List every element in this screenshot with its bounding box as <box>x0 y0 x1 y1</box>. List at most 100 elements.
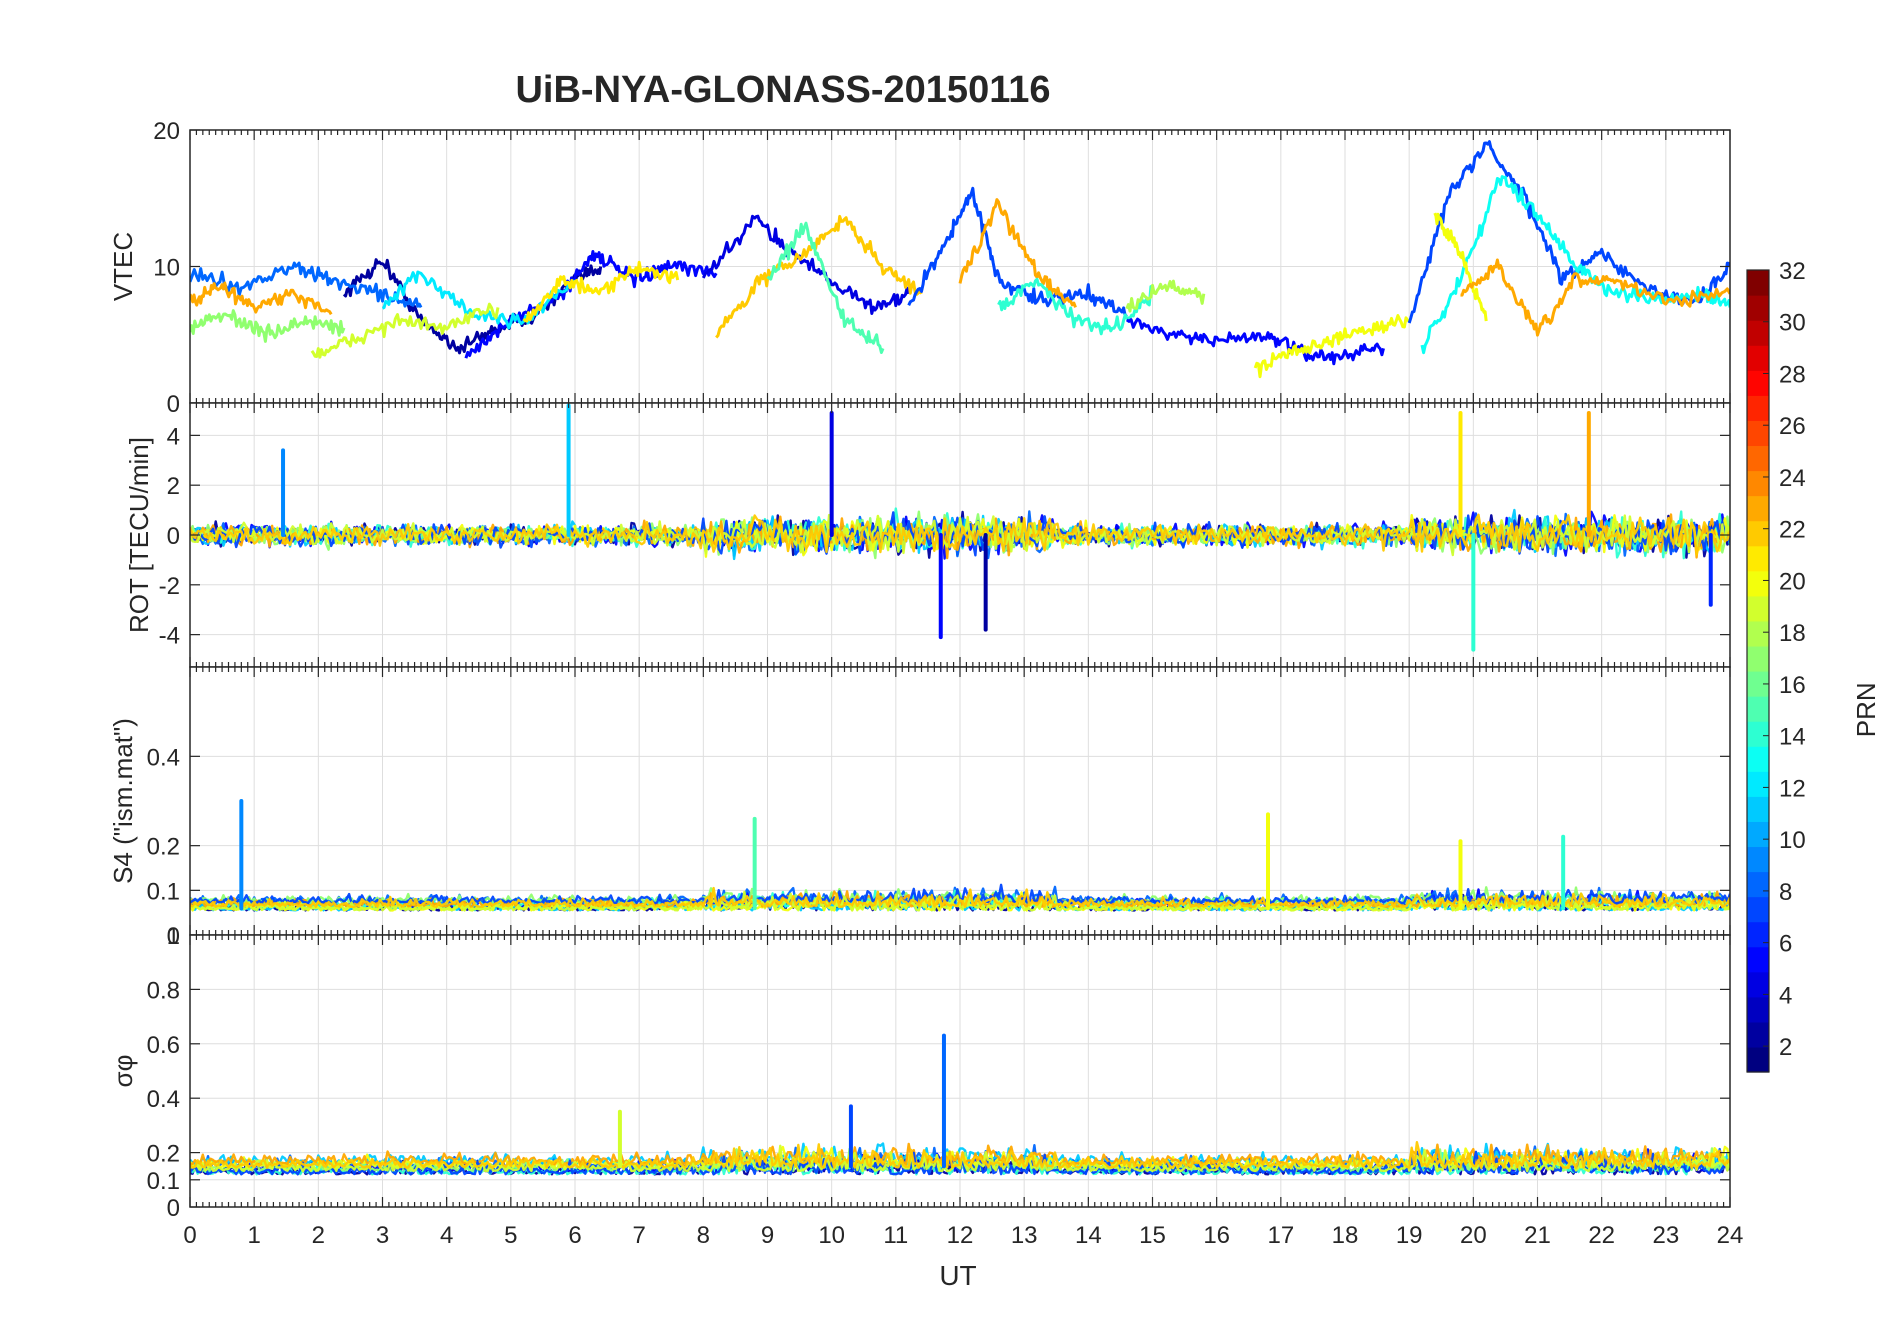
xtick-label: 7 <box>632 1222 645 1249</box>
xtick-label: 16 <box>1203 1222 1230 1249</box>
xtick-label: 14 <box>1075 1222 1102 1249</box>
colorbar-tick-label: 24 <box>1779 465 1806 492</box>
xtick-label: 19 <box>1396 1222 1423 1249</box>
ytick-label: -2 <box>159 573 180 600</box>
vtec-trace <box>522 260 680 323</box>
ytick-label: 0 <box>167 1195 180 1222</box>
xtick-label: 4 <box>440 1222 453 1249</box>
sigma_phi-trace <box>190 1144 1730 1173</box>
ytick-label: 10 <box>153 255 180 282</box>
ytick-label: 0 <box>167 923 180 950</box>
vtec-trace <box>958 198 1077 308</box>
colorbar-tick-label: 20 <box>1779 568 1806 595</box>
colorbar-tick-label: 14 <box>1779 724 1806 751</box>
sigma_phi-trace <box>190 1141 1730 1169</box>
s4-trace <box>190 890 1730 912</box>
colorbar-tick-label: 2 <box>1779 1034 1792 1061</box>
ytick-label: 0.4 <box>147 744 180 771</box>
colorbar-tick-label: 6 <box>1779 931 1792 958</box>
ytick-label: 1 <box>167 923 180 950</box>
xtick-label: 3 <box>376 1222 389 1249</box>
ytick-label: 0 <box>167 391 180 418</box>
xtick-label: 10 <box>818 1222 845 1249</box>
sigma_phi-trace <box>190 1142 1730 1166</box>
ytick-label: -4 <box>159 623 180 650</box>
colorbar-tick-label: 8 <box>1779 879 1792 906</box>
ytick-label: 0.2 <box>147 834 180 861</box>
vtec-trace <box>715 214 923 339</box>
colorbar-tick-label: 18 <box>1779 620 1806 647</box>
xtick-label: 0 <box>183 1222 196 1249</box>
xtick-label: 5 <box>504 1222 517 1249</box>
y-axis-label: σφ <box>108 1055 138 1088</box>
data-rot <box>190 403 1730 652</box>
vtec-trace <box>1125 317 1385 366</box>
xtick-label: 23 <box>1652 1222 1679 1249</box>
ytick-label: 0 <box>167 523 180 550</box>
xtick-label: 8 <box>697 1222 710 1249</box>
grid-s4 <box>190 667 1730 935</box>
vtec-trace <box>190 281 333 316</box>
colorbar-tick-label: 12 <box>1779 775 1806 802</box>
vtec-trace <box>310 302 500 359</box>
colorbar-tick-label: 22 <box>1779 517 1806 544</box>
xtick-label: 22 <box>1588 1222 1615 1249</box>
vtec-trace <box>766 221 885 354</box>
ytick-label: 2 <box>167 473 180 500</box>
xtick-label: 18 <box>1332 1222 1359 1249</box>
vtec-trace <box>1433 212 1488 322</box>
y-axis-label: S4 ("ism.mat") <box>108 718 138 884</box>
xtick-label: 15 <box>1139 1222 1166 1249</box>
colorbar-tick-label: 26 <box>1779 413 1806 440</box>
xtick-label: 6 <box>568 1222 581 1249</box>
panel-vtec: 0 10 20 VTEC <box>108 118 1731 418</box>
vtec-trace <box>1253 314 1410 379</box>
ytick-label: 20 <box>153 118 180 145</box>
y-axis-label: ROT [TECU/min] <box>124 437 154 633</box>
ytick-label: 0.4 <box>147 1086 180 1113</box>
vtec-trace <box>190 309 346 343</box>
x-axis-label: UT <box>939 1260 976 1291</box>
panel-rot: -4 -2 0 2 4 ROT [TECU/min] <box>124 402 1731 668</box>
colorbar-tick-label: 16 <box>1779 672 1806 699</box>
ytick-label: 0.1 <box>147 1168 180 1195</box>
xtick-label: 2 <box>312 1222 325 1249</box>
vtec-trace <box>907 186 1128 318</box>
ytick-label: 0.8 <box>147 977 180 1004</box>
colorbar-tick-label: 32 <box>1779 258 1806 285</box>
colorbar-label: PRN <box>1851 682 1881 737</box>
figure-title: UiB-NYA-GLONASS-20150116 <box>515 69 1050 111</box>
vtec-trace <box>997 277 1154 336</box>
ytick-label: 0.2 <box>147 1141 180 1168</box>
vtec-trace <box>1460 258 1730 337</box>
data-sigma_phi <box>190 1033 1730 1176</box>
xtick-label: 17 <box>1267 1222 1294 1249</box>
colorbar-tick-label: 30 <box>1779 310 1806 337</box>
xtick-label: 13 <box>1011 1222 1038 1249</box>
vtec-trace <box>1125 279 1206 313</box>
grid-vtec <box>190 130 1730 403</box>
y-axis-label: VTEC <box>108 232 138 301</box>
data-vtec <box>190 140 1730 379</box>
xtick-label: 1 <box>247 1222 260 1249</box>
xtick-label: 12 <box>947 1222 974 1249</box>
xtick-label: 11 <box>883 1222 908 1249</box>
ytick-label: 0.6 <box>147 1032 180 1059</box>
s4-trace <box>190 886 1730 909</box>
ytick-label: 4 <box>167 423 180 450</box>
ytick-label: 0.1 <box>147 878 180 905</box>
xtick-label: 24 <box>1717 1222 1744 1249</box>
xtick-label: 20 <box>1460 1222 1487 1249</box>
panel-s4: 0 0.1 0.2 0.4 S4 ("ism.mat") <box>108 666 1731 950</box>
xtick-label: 9 <box>761 1222 774 1249</box>
colorbar-tick-label: 10 <box>1779 827 1806 854</box>
colorbar-tick-label: 28 <box>1779 361 1806 388</box>
data-s4 <box>190 799 1730 912</box>
colorbar-tick-label: 4 <box>1779 982 1792 1009</box>
vtec-trace <box>701 214 911 315</box>
xtick-label: 21 <box>1524 1222 1551 1249</box>
